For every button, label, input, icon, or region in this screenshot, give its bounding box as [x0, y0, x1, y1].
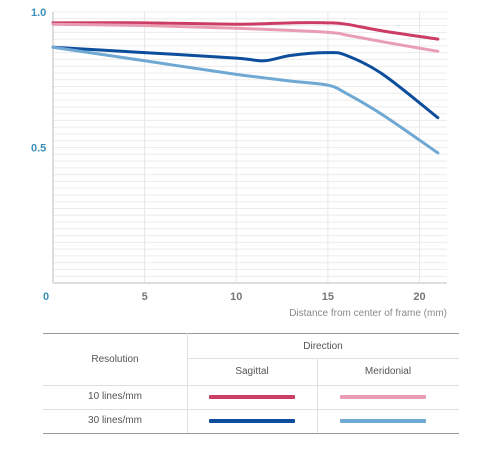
series-line-4	[51, 45, 440, 155]
swatch-10-sagittal	[209, 395, 295, 399]
series-line-3	[51, 45, 440, 120]
legend-top-border	[43, 333, 459, 334]
swatch-30-sagittal	[209, 419, 295, 423]
legend-divider-col1	[187, 333, 188, 433]
legend-divider-row	[43, 409, 459, 410]
series-line-2	[51, 22, 440, 53]
row-label-10: 10 lines/mm	[88, 391, 142, 402]
x-axis-label: Distance from center of frame (mm)	[289, 308, 447, 319]
grid	[53, 11, 447, 283]
legend-table: Direction Resolution Sagittal Meridonial…	[43, 333, 459, 434]
x-tick-label: 10	[230, 291, 242, 303]
swatch-30-meridonial	[340, 419, 426, 423]
legend-divider-subheader	[43, 385, 459, 386]
x-tick-label: 5	[142, 291, 148, 303]
x-tick-label: 0	[43, 291, 49, 303]
swatch-10-meridonial	[340, 395, 426, 399]
y-tick-label: 1.0	[31, 7, 46, 19]
row-label-30: 30 lines/mm	[88, 415, 142, 426]
series-group	[51, 21, 440, 155]
legend-divider-header	[187, 358, 459, 359]
meridonial-header: Meridonial	[364, 366, 412, 377]
sagittal-header: Sagittal	[235, 366, 269, 377]
y-tick-label: 0.5	[31, 143, 46, 155]
x-tick-label: 15	[322, 291, 334, 303]
resolution-header: Resolution	[91, 354, 139, 365]
legend-bottom-border	[43, 433, 459, 434]
x-tick-labels: 0 5 10 15 20	[43, 291, 426, 303]
mtf-chart: 0 5 10 15 20 0.5 1.0 Distance from center of …	[31, 7, 447, 319]
y-tick-labels: 0.5 1.0	[31, 7, 46, 155]
direction-header: Direction	[303, 341, 343, 352]
series-line-1	[51, 21, 440, 41]
legend-divider-col2	[317, 358, 318, 433]
x-tick-label: 20	[413, 291, 425, 303]
